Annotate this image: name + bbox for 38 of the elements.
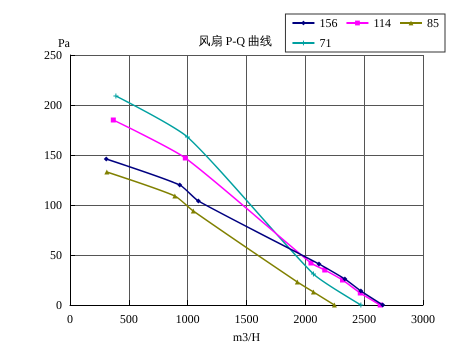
y-tick-label: 150 bbox=[44, 148, 62, 162]
chart-title: 风扇 P-Q 曲线 bbox=[198, 34, 272, 48]
point bbox=[332, 302, 337, 308]
point bbox=[380, 302, 386, 308]
y-tick-label: 50 bbox=[50, 248, 62, 262]
point bbox=[113, 94, 118, 98]
y-tick-label: 100 bbox=[44, 198, 62, 212]
y-tick-label: 200 bbox=[44, 98, 62, 112]
point bbox=[177, 182, 182, 188]
y-tick-label: 0 bbox=[56, 298, 62, 312]
y-tick-label: 250 bbox=[44, 48, 62, 62]
y-axis-title: Pa bbox=[58, 36, 71, 50]
point bbox=[358, 302, 364, 308]
point bbox=[316, 262, 322, 266]
legend-label: 85 bbox=[427, 16, 439, 30]
point bbox=[182, 156, 188, 160]
point bbox=[190, 208, 196, 214]
x-tick-label: 0 bbox=[67, 312, 73, 326]
point bbox=[310, 290, 316, 294]
x-tick-label: 1000 bbox=[176, 312, 200, 326]
x-axis-title: m3/H bbox=[232, 330, 260, 344]
x-tick-label: 500 bbox=[120, 312, 138, 326]
point bbox=[172, 194, 178, 198]
x-tick-label: 3000 bbox=[411, 312, 435, 326]
x-tick-label: 1500 bbox=[234, 312, 258, 326]
point bbox=[104, 156, 109, 162]
point bbox=[196, 198, 201, 204]
legend-label: 156 bbox=[319, 16, 338, 30]
point bbox=[104, 170, 110, 174]
legend-label: 71 bbox=[319, 36, 332, 50]
point bbox=[308, 260, 314, 266]
legend-label: 114 bbox=[373, 16, 392, 30]
x-tick-label: 2000 bbox=[293, 312, 318, 326]
point bbox=[184, 134, 190, 140]
point bbox=[294, 280, 300, 284]
x-tick-label: 2500 bbox=[352, 312, 376, 326]
point bbox=[110, 118, 116, 122]
point bbox=[310, 272, 316, 276]
